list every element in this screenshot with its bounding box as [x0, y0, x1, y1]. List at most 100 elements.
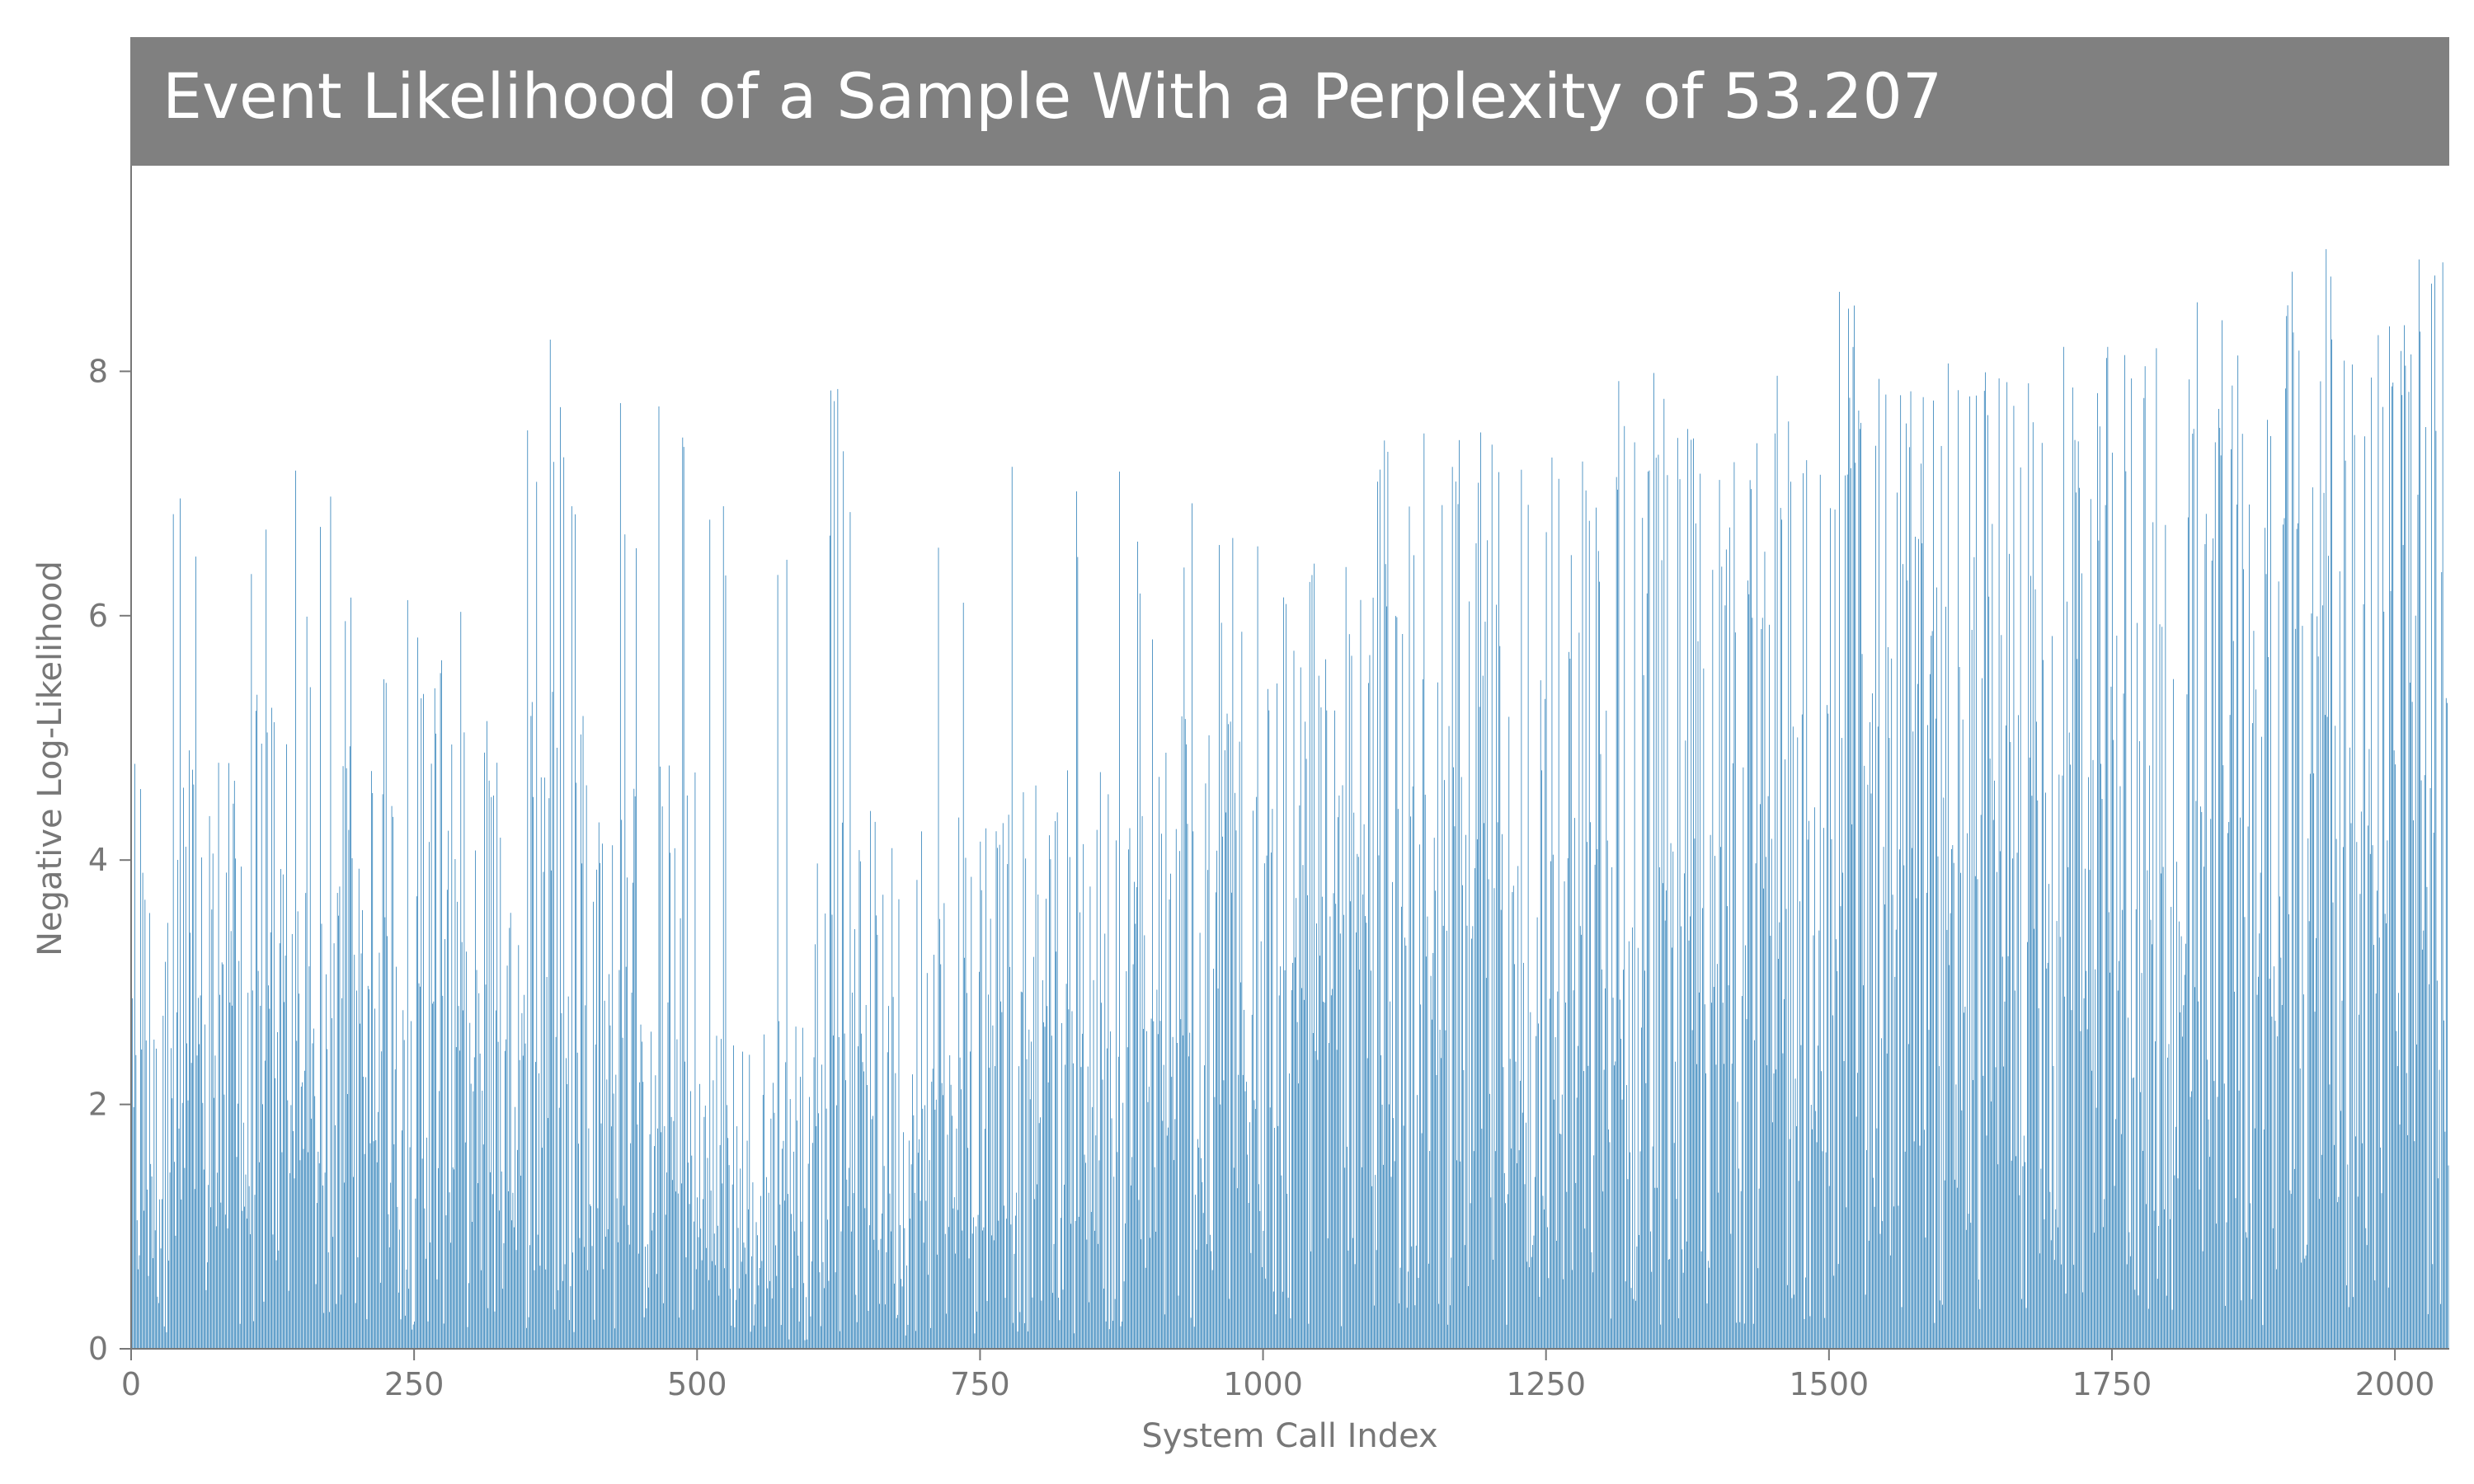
bar	[2280, 957, 2282, 1349]
bar	[1552, 854, 1554, 1349]
bar	[502, 1289, 503, 1349]
bar	[437, 1167, 439, 1349]
bar	[1545, 532, 1547, 1349]
bar	[1189, 1032, 1191, 1349]
bar	[675, 1191, 676, 1349]
bar	[2261, 736, 2262, 1349]
bar	[719, 1144, 721, 1349]
bar	[1002, 823, 1004, 1349]
bar	[2018, 715, 2019, 1349]
bar	[1128, 849, 1129, 1349]
bar	[1424, 794, 1426, 1349]
bar	[1499, 646, 1501, 1349]
bar	[2371, 377, 2373, 1349]
bar	[1485, 978, 1487, 1349]
bar	[345, 621, 346, 1349]
bar	[698, 1237, 699, 1349]
bar	[764, 1327, 766, 1349]
bar	[849, 512, 851, 1349]
bar	[335, 1125, 336, 1349]
bar	[571, 506, 572, 1349]
bar	[450, 1242, 451, 1349]
bar	[2432, 1264, 2434, 1349]
bar	[520, 1176, 521, 1349]
bar	[1303, 999, 1305, 1349]
bar	[397, 1206, 398, 1349]
bar	[1594, 864, 1596, 1349]
bar	[1000, 1001, 1001, 1349]
bar	[1873, 1177, 1874, 1349]
bar	[2117, 990, 2119, 1349]
bar	[2409, 683, 2411, 1349]
bar	[1263, 863, 1265, 1349]
bar	[479, 1053, 481, 1349]
bar	[1933, 400, 1934, 1349]
bar	[859, 861, 861, 1349]
bar	[150, 1163, 152, 1349]
bar	[587, 1270, 588, 1349]
bar	[1609, 1142, 1611, 1349]
bar	[1114, 1298, 1116, 1349]
bar	[1867, 784, 1869, 1349]
bar	[405, 1315, 406, 1349]
bar	[539, 1266, 541, 1349]
bar	[407, 599, 408, 1349]
bar	[2068, 732, 2070, 1349]
bar	[2325, 715, 2326, 1349]
bar	[2244, 917, 2246, 1349]
bar	[1851, 824, 1853, 1349]
bar	[1907, 580, 1908, 1349]
bar	[1217, 988, 1219, 1349]
bar	[1926, 892, 1927, 1349]
bar	[1827, 713, 1829, 1349]
bar	[647, 1244, 648, 1349]
bar	[2189, 1097, 2191, 1349]
bar	[699, 1083, 700, 1349]
bar	[270, 932, 271, 1349]
bar	[2298, 350, 2300, 1349]
bar	[1326, 710, 1328, 1349]
bar	[138, 1269, 139, 1349]
bar	[390, 1182, 392, 1349]
bar	[1096, 829, 1098, 1349]
bar	[1051, 1036, 1052, 1349]
bar	[1081, 1033, 1083, 1349]
bar	[527, 430, 529, 1349]
bar	[226, 872, 228, 1349]
bar	[530, 716, 532, 1349]
bar	[2187, 517, 2189, 1349]
bar	[2138, 741, 2140, 1349]
bar	[880, 1238, 882, 1349]
bar	[953, 1197, 955, 1349]
bar	[1810, 1105, 1812, 1349]
bar	[2149, 765, 2151, 1349]
bar	[1637, 947, 1639, 1349]
bar	[2174, 1175, 2175, 1349]
bar	[1626, 1085, 1627, 1349]
bar	[1447, 1324, 1449, 1349]
bar	[1080, 1067, 1082, 1349]
bar	[1222, 836, 1223, 1349]
bar	[2404, 325, 2405, 1350]
bar	[2129, 1256, 2131, 1349]
bar	[1139, 593, 1141, 1349]
bar	[1377, 481, 1378, 1349]
bar	[1500, 909, 1502, 1349]
bar	[339, 886, 341, 1349]
bar	[906, 1265, 907, 1349]
bar	[2374, 1280, 2376, 1349]
bar	[2222, 765, 2224, 1349]
bar	[2357, 1196, 2359, 1349]
bar	[515, 1250, 517, 1349]
bar	[403, 1040, 405, 1349]
bar	[1040, 1117, 1041, 1349]
bar	[2444, 1131, 2446, 1349]
bar	[899, 1224, 901, 1349]
bar	[752, 1182, 754, 1349]
bar	[1729, 527, 1730, 1349]
bar	[1590, 822, 1591, 1349]
bar	[908, 1140, 910, 1349]
bar	[843, 451, 844, 1349]
bar	[1889, 1255, 1891, 1349]
bar	[1536, 917, 1538, 1349]
